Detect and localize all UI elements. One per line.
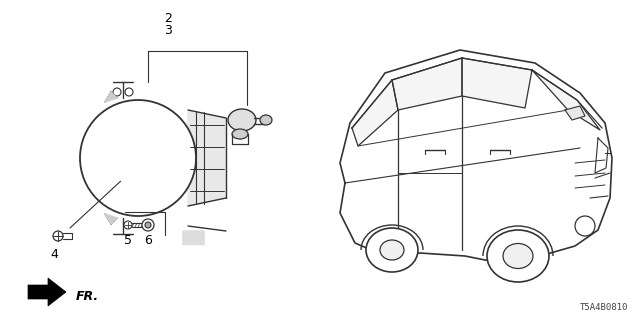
Circle shape (113, 88, 121, 96)
Text: FR.: FR. (76, 290, 99, 302)
Ellipse shape (366, 228, 418, 272)
Polygon shape (105, 214, 117, 224)
Ellipse shape (228, 109, 256, 131)
Ellipse shape (487, 230, 549, 282)
Polygon shape (565, 106, 585, 120)
Polygon shape (28, 278, 66, 306)
Circle shape (575, 216, 595, 236)
Polygon shape (340, 50, 612, 263)
Text: 4: 4 (50, 247, 58, 260)
Polygon shape (183, 231, 203, 244)
Circle shape (53, 231, 63, 241)
Polygon shape (532, 70, 600, 130)
Circle shape (145, 222, 151, 228)
Circle shape (124, 221, 132, 229)
Polygon shape (352, 80, 398, 146)
Text: 5: 5 (124, 234, 132, 246)
Ellipse shape (503, 244, 533, 268)
Ellipse shape (260, 115, 272, 125)
Circle shape (125, 88, 133, 96)
Polygon shape (105, 92, 117, 102)
Polygon shape (188, 110, 226, 206)
Text: 6: 6 (144, 234, 152, 246)
Ellipse shape (380, 240, 404, 260)
Ellipse shape (232, 129, 248, 139)
Polygon shape (392, 58, 462, 110)
Text: T5A4B0810: T5A4B0810 (580, 303, 628, 313)
Circle shape (142, 219, 154, 231)
Text: 2: 2 (164, 12, 172, 25)
Polygon shape (462, 58, 532, 108)
Text: 3: 3 (164, 23, 172, 36)
Circle shape (80, 100, 196, 216)
